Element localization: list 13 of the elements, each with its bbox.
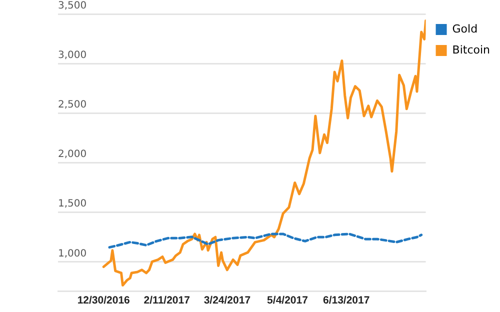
x-tick-label: 2/11/2017 (144, 294, 190, 307)
y-tick-label: 3,000 (58, 50, 87, 62)
x-tick-label: 5/4/2017 (267, 294, 308, 307)
y-tick-label: 1,500 (58, 198, 87, 210)
y-tick-label: 1,000 (58, 248, 87, 260)
y-tick-label: 2,000 (58, 149, 87, 160)
x-tick-label: 12/30/2016 (77, 294, 130, 307)
legend-label: Gold (452, 22, 478, 36)
x-tick-label: 3/24/2017 (204, 294, 251, 307)
legend-label: Bitcoin (452, 43, 490, 56)
x-tick-label: 6/13/2017 (322, 294, 370, 307)
y-tick-label: 2,500 (58, 100, 87, 111)
y-tick-label: 3,500 (58, 0, 87, 12)
